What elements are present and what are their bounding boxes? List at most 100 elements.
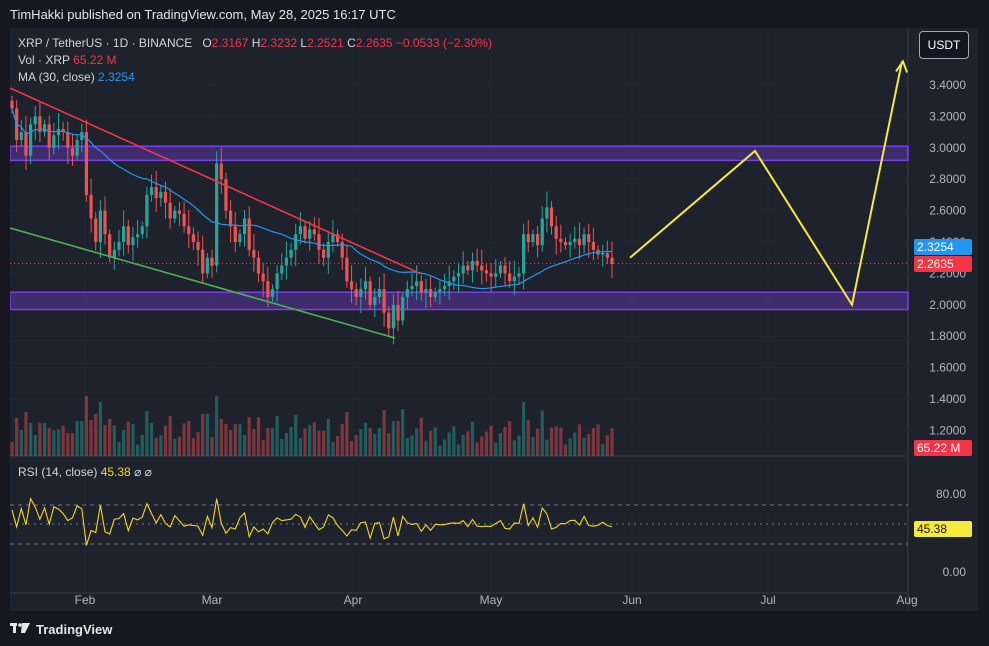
candle-body[interactable] xyxy=(359,289,363,297)
candle-body[interactable] xyxy=(294,234,298,250)
candle-body[interactable] xyxy=(591,242,595,250)
candle-body[interactable] xyxy=(201,249,205,274)
candle-body[interactable] xyxy=(229,210,233,227)
candle-body[interactable] xyxy=(489,273,493,277)
candle-body[interactable] xyxy=(433,292,437,297)
candle-body[interactable] xyxy=(117,242,121,250)
candle-body[interactable] xyxy=(47,124,51,148)
candle-body[interactable] xyxy=(154,187,158,199)
candle-body[interactable] xyxy=(475,260,479,266)
candle-body[interactable] xyxy=(605,252,609,258)
candle-body[interactable] xyxy=(587,234,591,242)
candle-body[interactable] xyxy=(387,312,391,329)
candle-body[interactable] xyxy=(424,289,428,293)
candle-body[interactable] xyxy=(289,249,293,258)
candle-body[interactable] xyxy=(80,132,84,140)
candle-body[interactable] xyxy=(219,163,223,180)
candle-body[interactable] xyxy=(610,257,614,264)
support-zone[interactable] xyxy=(10,291,909,311)
candle-body[interactable] xyxy=(242,218,247,235)
candle-body[interactable] xyxy=(456,273,461,277)
candle-body[interactable] xyxy=(573,238,577,242)
candle-body[interactable] xyxy=(24,132,28,156)
candle-body[interactable] xyxy=(173,210,177,219)
candle-body[interactable] xyxy=(42,124,47,133)
candle-body[interactable] xyxy=(108,234,112,258)
rsi-visibility-icons[interactable]: ⌀ ⌀ xyxy=(134,465,152,479)
candle-body[interactable] xyxy=(559,238,563,242)
projection-path[interactable] xyxy=(629,61,903,308)
candle-body[interactable] xyxy=(122,226,126,242)
candle-body[interactable] xyxy=(182,213,186,227)
candle-body[interactable] xyxy=(452,276,456,282)
ma-30-line[interactable] xyxy=(11,108,613,290)
candle-body[interactable] xyxy=(517,273,521,277)
candle-body[interactable] xyxy=(247,218,251,250)
candle-body[interactable] xyxy=(10,100,14,109)
candle-body[interactable] xyxy=(377,289,382,297)
candle-body[interactable] xyxy=(280,265,284,274)
candle-body[interactable] xyxy=(163,191,168,203)
candle-body[interactable] xyxy=(382,289,386,313)
support-trendline[interactable] xyxy=(10,227,396,339)
candle-body[interactable] xyxy=(261,273,265,282)
candle-body[interactable] xyxy=(177,210,182,214)
price-chart[interactable]: 3.40003.20003.00002.80002.60002.40002.20… xyxy=(10,28,978,611)
chart-panel[interactable]: 3.40003.20003.00002.80002.60002.40002.20… xyxy=(10,28,978,611)
rsi-legend[interactable]: RSI (14, close) 45.38 ⌀ ⌀ xyxy=(18,465,152,479)
candle-body[interactable] xyxy=(601,252,605,255)
candle-body[interactable] xyxy=(466,265,470,271)
candle-body[interactable] xyxy=(498,265,502,274)
candle-body[interactable] xyxy=(66,132,70,148)
resistance-zone[interactable] xyxy=(10,145,909,162)
candle-body[interactable] xyxy=(345,257,349,282)
candle-body[interactable] xyxy=(331,234,335,242)
candle-body[interactable] xyxy=(126,226,130,246)
candle-body[interactable] xyxy=(145,194,149,227)
candle-body[interactable] xyxy=(461,265,465,274)
candle-body[interactable] xyxy=(526,234,530,242)
candle-body[interactable] xyxy=(19,132,23,140)
candle-body[interactable] xyxy=(415,281,419,286)
candle-body[interactable] xyxy=(303,226,307,239)
candle-body[interactable] xyxy=(98,210,102,242)
candle-body[interactable] xyxy=(270,289,275,297)
candle-body[interactable] xyxy=(29,124,33,156)
candle-body[interactable] xyxy=(438,289,442,293)
candle-body[interactable] xyxy=(396,304,400,321)
candle-body[interactable] xyxy=(103,210,107,235)
candle-body[interactable] xyxy=(363,281,368,290)
candle-body[interactable] xyxy=(256,257,261,274)
candle-body[interactable] xyxy=(577,238,582,246)
candle-body[interactable] xyxy=(224,179,228,211)
candle-body[interactable] xyxy=(94,218,98,242)
candle-body[interactable] xyxy=(159,191,163,199)
candle-body[interactable] xyxy=(84,132,89,195)
rsi-line[interactable] xyxy=(11,496,613,546)
candle-body[interactable] xyxy=(373,296,377,305)
candle-body[interactable] xyxy=(317,234,321,250)
candle-body[interactable] xyxy=(540,218,544,246)
candle-body[interactable] xyxy=(131,237,135,246)
candle-body[interactable] xyxy=(368,281,372,305)
candle-body[interactable] xyxy=(33,116,37,125)
candle-body[interactable] xyxy=(149,187,154,195)
candle-body[interactable] xyxy=(233,226,237,242)
candle-body[interactable] xyxy=(512,276,516,282)
candle-body[interactable] xyxy=(349,281,354,290)
candle-body[interactable] xyxy=(187,226,191,235)
candle-body[interactable] xyxy=(484,270,489,274)
candle-body[interactable] xyxy=(210,257,214,266)
candle-body[interactable] xyxy=(284,257,289,266)
candle-body[interactable] xyxy=(205,257,209,274)
candle-body[interactable] xyxy=(405,289,409,297)
candle-body[interactable] xyxy=(354,289,358,297)
candle-body[interactable] xyxy=(238,234,242,242)
tradingview-footer[interactable]: TradingView xyxy=(10,618,112,640)
candle-body[interactable] xyxy=(535,234,540,246)
candle-body[interactable] xyxy=(545,207,549,219)
candle-body[interactable] xyxy=(89,194,93,219)
candle-body[interactable] xyxy=(419,281,423,293)
candle-body[interactable] xyxy=(322,249,326,258)
candle-body[interactable] xyxy=(554,226,558,239)
